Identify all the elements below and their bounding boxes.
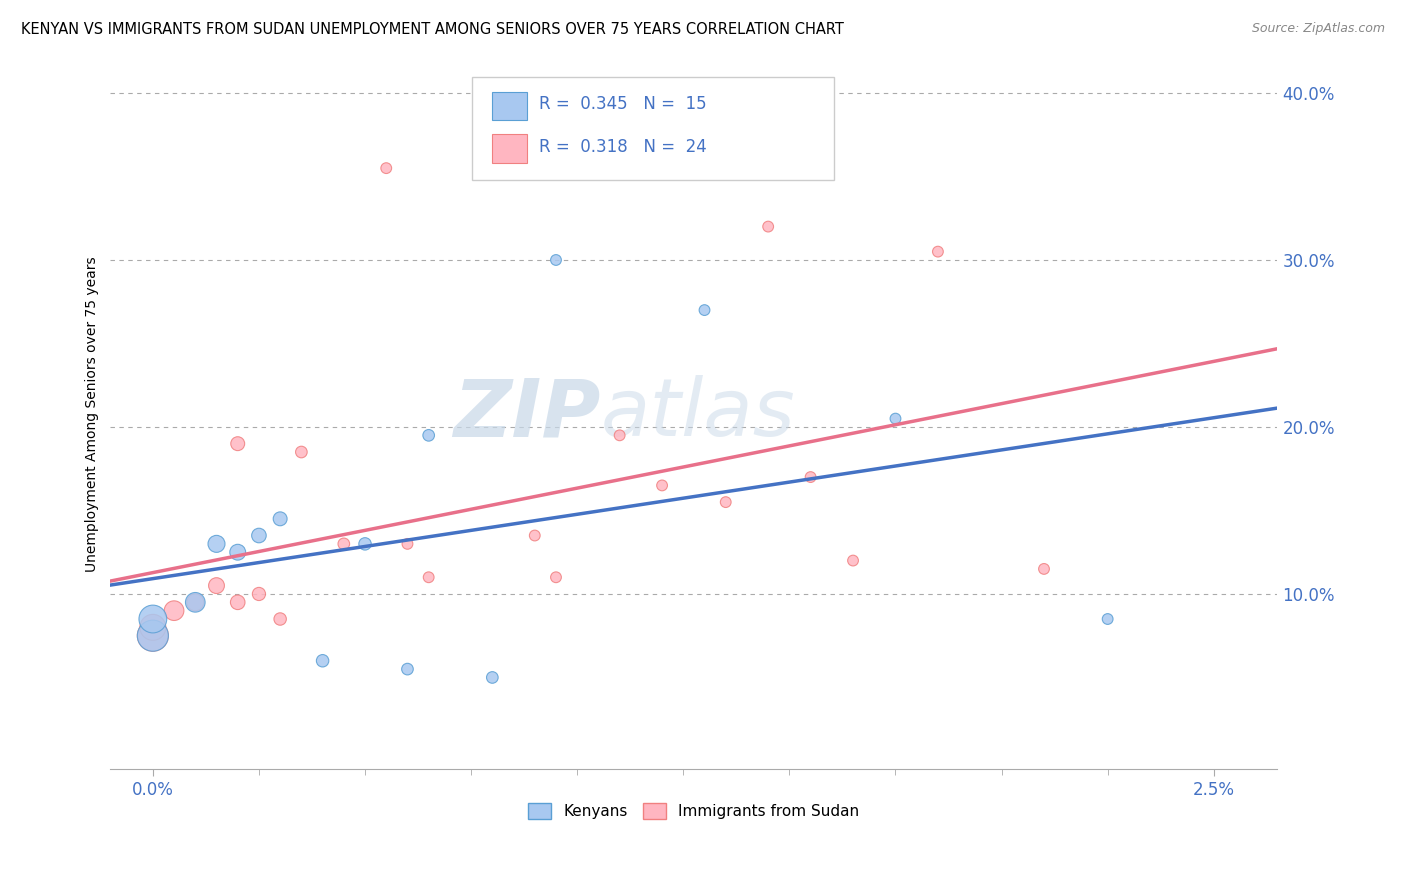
Point: [269, 612, 291, 626]
Point: [418, 570, 440, 584]
Point: [481, 670, 503, 684]
Text: R =  0.318   N =  24: R = 0.318 N = 24: [538, 138, 706, 156]
Point: [333, 537, 356, 551]
Point: [205, 537, 228, 551]
Point: [226, 545, 249, 559]
Legend: Kenyans, Immigrants from Sudan: Kenyans, Immigrants from Sudan: [522, 797, 866, 825]
Point: [714, 495, 737, 509]
Point: [205, 579, 228, 593]
FancyBboxPatch shape: [492, 134, 527, 162]
Point: [1033, 562, 1056, 576]
Point: [163, 604, 186, 618]
Point: [184, 595, 207, 609]
Point: [269, 512, 291, 526]
Point: [756, 219, 779, 234]
Point: [311, 654, 333, 668]
Point: [800, 470, 823, 484]
Point: [226, 436, 249, 450]
Point: [651, 478, 673, 492]
Text: R =  0.345   N =  15: R = 0.345 N = 15: [538, 95, 706, 113]
Point: [1097, 612, 1119, 626]
Point: [247, 528, 270, 542]
Point: [375, 161, 398, 176]
Point: [354, 537, 377, 551]
Text: atlas: atlas: [600, 376, 796, 453]
Point: [842, 553, 865, 567]
Point: [523, 528, 546, 542]
Text: KENYAN VS IMMIGRANTS FROM SUDAN UNEMPLOYMENT AMONG SENIORS OVER 75 YEARS CORRELA: KENYAN VS IMMIGRANTS FROM SUDAN UNEMPLOY…: [21, 22, 844, 37]
Point: [184, 595, 207, 609]
Point: [142, 612, 165, 626]
Point: [418, 428, 440, 442]
Point: [693, 303, 716, 318]
Point: [142, 629, 165, 643]
Point: [396, 662, 419, 676]
Point: [290, 445, 312, 459]
Y-axis label: Unemployment Among Seniors over 75 years: Unemployment Among Seniors over 75 years: [86, 257, 100, 573]
Point: [142, 620, 165, 634]
Point: [927, 244, 949, 259]
Point: [226, 595, 249, 609]
Point: [142, 629, 165, 643]
FancyBboxPatch shape: [472, 78, 834, 180]
Point: [396, 537, 419, 551]
Point: [884, 411, 907, 425]
Text: ZIP: ZIP: [453, 376, 600, 453]
Text: Source: ZipAtlas.com: Source: ZipAtlas.com: [1251, 22, 1385, 36]
Point: [609, 428, 631, 442]
Point: [247, 587, 270, 601]
Point: [544, 570, 567, 584]
FancyBboxPatch shape: [492, 92, 527, 120]
Point: [544, 252, 567, 267]
